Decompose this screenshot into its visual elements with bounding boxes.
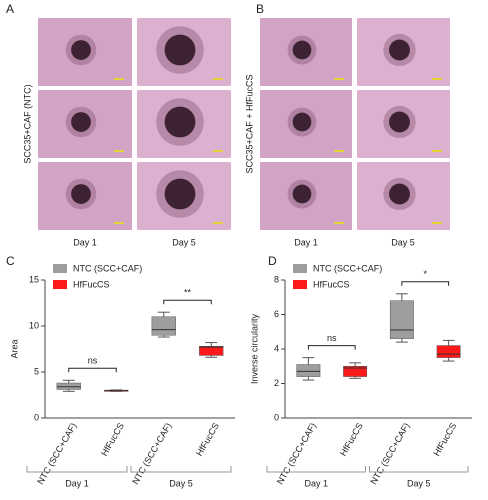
legend-label: NTC (SCC+CAF) (313, 263, 382, 273)
box (151, 316, 176, 336)
legend-swatch (53, 264, 67, 273)
column-label: Day 5 (391, 237, 415, 247)
y-tick-label: 2 (274, 378, 279, 388)
x-tick-label: HfFucCS (194, 421, 221, 458)
significance-bracket (163, 299, 212, 305)
box (436, 345, 461, 358)
row-label: SCC35+CAF + HfFucCS (244, 74, 254, 173)
scale-bar (213, 150, 223, 152)
y-tick-label: 6 (274, 309, 279, 319)
panel-label: C (6, 254, 15, 268)
group-label: Day 5 (169, 478, 193, 488)
group-label: Day 1 (304, 478, 328, 488)
group-bracket (130, 466, 232, 473)
y-tick-label: 0 (274, 412, 279, 422)
spheroid (389, 111, 410, 133)
x-tick-label: NTC (SCC+CAF) (368, 421, 411, 486)
x-tick-label: NTC (SCC+CAF) (35, 421, 78, 486)
legend-swatch (53, 280, 67, 289)
spheroid (71, 112, 91, 132)
column-label: Day 5 (172, 237, 196, 247)
scale-bar (114, 150, 124, 152)
y-axis-label: Area (9, 339, 19, 358)
scale-bar (432, 78, 442, 80)
group-label: Day 5 (407, 478, 431, 488)
box (389, 300, 414, 339)
spheroid (164, 34, 196, 66)
spheroid (292, 184, 312, 204)
scale-bar (114, 222, 124, 224)
scale-bar (334, 78, 344, 80)
legend-swatch (293, 280, 307, 289)
scale-bar (432, 150, 442, 152)
scale-bar (213, 78, 223, 80)
column-label: Day 1 (294, 237, 318, 247)
box (343, 366, 368, 377)
spheroid (164, 106, 196, 138)
significance-bracket (401, 281, 450, 286)
spheroid (389, 183, 410, 205)
panel-label: B (256, 2, 264, 16)
spheroid (292, 40, 312, 60)
legend-label: HfFucCS (73, 279, 110, 289)
y-tick-label: 15 (29, 274, 39, 284)
panel-label: D (268, 254, 277, 268)
scale-bar (334, 150, 344, 152)
spheroid (71, 40, 91, 60)
y-tick-label: 4 (274, 343, 279, 353)
spheroid (164, 178, 196, 210)
scale-bar (114, 78, 124, 80)
legend-label: NTC (SCC+CAF) (73, 263, 142, 273)
scale-bar (334, 222, 344, 224)
significance-label: * (423, 269, 427, 279)
x-tick-label: NTC (SCC+CAF) (130, 421, 173, 486)
spheroid (389, 39, 410, 61)
y-axis-label: Inverse circularity (249, 313, 259, 384)
box (199, 345, 224, 356)
x-tick-label: HfFucCS (431, 421, 458, 458)
significance-label: ns (327, 333, 337, 343)
x-tick-label: HfFucCS (338, 421, 365, 458)
legend-label: HfFucCS (313, 279, 350, 289)
box (296, 364, 321, 377)
x-tick-label: HfFucCS (99, 421, 126, 458)
y-tick-label: 8 (274, 274, 279, 284)
group-label: Day 1 (65, 478, 89, 488)
group-bracket (369, 466, 469, 473)
spheroid (71, 184, 91, 204)
significance-bracket (68, 367, 117, 373)
y-tick-label: 0 (34, 412, 39, 422)
y-tick-label: 5 (34, 366, 39, 376)
legend-swatch (293, 264, 307, 273)
significance-label: ** (184, 288, 192, 298)
group-bracket (26, 466, 128, 473)
spheroid (292, 112, 312, 132)
group-bracket (266, 466, 366, 473)
scale-bar (432, 222, 442, 224)
column-label: Day 1 (73, 237, 97, 247)
panel-label: A (6, 2, 14, 16)
x-tick-label: NTC (SCC+CAF) (275, 421, 318, 486)
y-tick-label: 10 (29, 320, 39, 330)
significance-bracket (307, 345, 356, 350)
row-label: SCC35+CAF (NTC) (22, 84, 32, 163)
scale-bar (213, 222, 223, 224)
significance-label: ns (88, 356, 98, 366)
